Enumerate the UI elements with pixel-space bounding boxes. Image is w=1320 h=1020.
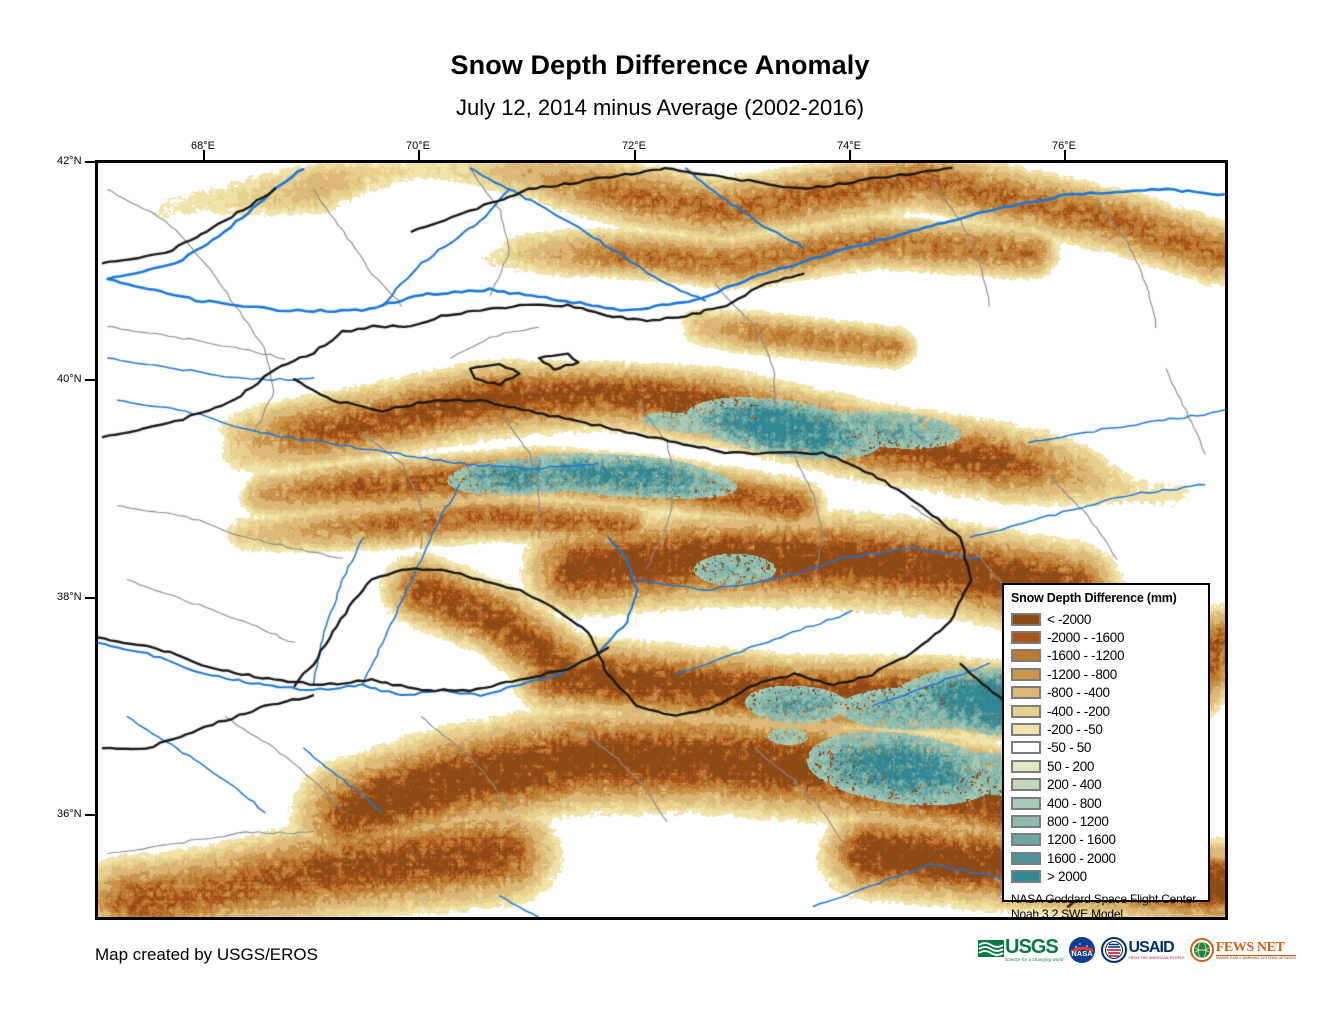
legend-panel: Snow Depth Difference (mm) < -2000 -2000 … bbox=[1002, 583, 1210, 921]
legend-class-list: < -2000 -2000 - -1600 -1600 - -1200 -1200 -… bbox=[1011, 610, 1201, 886]
legend-swatch bbox=[1011, 833, 1041, 847]
legend-label: 400 - 800 bbox=[1047, 795, 1102, 811]
lon-tick-72 bbox=[634, 150, 636, 160]
legend-row: -1200 - -800 bbox=[1011, 665, 1201, 683]
legend-row: -400 - -200 bbox=[1011, 702, 1201, 720]
fews-globe-icon bbox=[1189, 938, 1214, 962]
legend-swatch bbox=[1011, 723, 1041, 737]
legend-swatch bbox=[1011, 796, 1041, 810]
legend-swatch bbox=[1011, 851, 1041, 865]
legend-swatch bbox=[1011, 870, 1041, 884]
legend-label: -400 - -200 bbox=[1047, 703, 1110, 719]
lon-label-76: 76°E bbox=[1052, 140, 1076, 152]
legend-swatch bbox=[1011, 778, 1041, 792]
usgs-tagline: science for a changing world bbox=[1005, 957, 1064, 962]
fews-net-wordmark: FEWS NET bbox=[1215, 940, 1297, 956]
legend-label: 50 - 200 bbox=[1047, 758, 1095, 774]
usaid-seal-icon bbox=[1101, 937, 1128, 963]
fews-net-logo: FEWS NET FAMINE EARLY WARNING SYSTEMS NE… bbox=[1189, 935, 1297, 965]
lat-label-38: 38°N bbox=[57, 591, 82, 603]
legend-note-line-2: Noah 3.2 SWE Model. bbox=[1011, 907, 1126, 922]
legend-label: -800 - -400 bbox=[1047, 685, 1110, 701]
legend-label: -200 - -50 bbox=[1047, 722, 1103, 738]
legend-source-note: NASA Goddard Space Flight Center Noah 3.… bbox=[1011, 892, 1201, 923]
legend-label: -1200 - -800 bbox=[1047, 666, 1117, 682]
legend-swatch bbox=[1011, 667, 1041, 681]
legend-label: -1600 - -1200 bbox=[1047, 648, 1125, 664]
agency-logos: USGS science for a changing world NASA U… bbox=[978, 933, 1297, 967]
legend-swatch bbox=[1011, 704, 1041, 718]
legend-swatch bbox=[1011, 759, 1041, 773]
legend-row: 1200 - 1600 bbox=[1011, 831, 1201, 849]
legend-note-line-1: NASA Goddard Space Flight Center bbox=[1011, 891, 1197, 906]
lat-label-36: 36°N bbox=[57, 808, 82, 820]
legend-swatch bbox=[1011, 612, 1041, 626]
legend-label: 800 - 1200 bbox=[1047, 813, 1109, 829]
legend-row: -50 - 50 bbox=[1011, 739, 1201, 757]
lon-tick-76 bbox=[1064, 150, 1066, 160]
usgs-logo: USGS science for a changing world bbox=[978, 935, 1063, 965]
page-subtitle: July 12, 2014 minus Average (2002-2016) bbox=[455, 95, 865, 120]
legend-row: -2000 - -1600 bbox=[1011, 628, 1201, 646]
legend-label: < -2000 bbox=[1047, 611, 1092, 627]
legend-row: -200 - -50 bbox=[1011, 720, 1201, 738]
lon-tick-68 bbox=[203, 150, 205, 160]
legend-label: -50 - 50 bbox=[1047, 740, 1092, 756]
legend-row: 1600 - 2000 bbox=[1011, 849, 1201, 867]
legend-label: 1200 - 1600 bbox=[1047, 832, 1116, 848]
legend-label: > 2000 bbox=[1047, 869, 1087, 885]
legend-row: 50 - 200 bbox=[1011, 757, 1201, 775]
lat-label-40: 40°N bbox=[57, 373, 82, 385]
svg-text:NASA: NASA bbox=[1072, 949, 1094, 958]
lon-tick-74 bbox=[849, 150, 851, 160]
legend-label: 1600 - 2000 bbox=[1047, 850, 1116, 866]
page-title: Snow Depth Difference Anomaly bbox=[450, 50, 870, 80]
legend-swatch bbox=[1011, 631, 1041, 645]
legend-label: 200 - 400 bbox=[1047, 777, 1102, 793]
legend-label: -2000 - -1600 bbox=[1047, 630, 1125, 646]
lon-label-70: 70°E bbox=[406, 140, 430, 152]
lon-label-74: 74°E bbox=[837, 140, 861, 152]
legend-swatch bbox=[1011, 741, 1041, 755]
usaid-tagline: FROM THE AMERICAN PEOPLE bbox=[1128, 955, 1185, 960]
lon-tick-70 bbox=[418, 150, 420, 160]
usaid-logo: USAID FROM THE AMERICAN PEOPLE bbox=[1101, 935, 1185, 965]
lat-tick-36 bbox=[85, 814, 95, 816]
lat-label-42: 42°N bbox=[57, 155, 82, 167]
usgs-wordmark: USGS bbox=[1005, 936, 1059, 958]
legend-row: 400 - 800 bbox=[1011, 794, 1201, 812]
legend-row: 200 - 400 bbox=[1011, 776, 1201, 794]
fews-net-tagline: FAMINE EARLY WARNING SYSTEMS NETWORK bbox=[1215, 955, 1297, 960]
legend-row: > 2000 bbox=[1011, 867, 1201, 885]
usgs-wave-icon bbox=[978, 940, 1004, 957]
lat-tick-42 bbox=[85, 161, 95, 163]
lon-label-68: 68°E bbox=[191, 140, 215, 152]
legend-row: -800 - -400 bbox=[1011, 684, 1201, 702]
legend-swatch bbox=[1011, 814, 1041, 828]
legend-row: -1600 - -1200 bbox=[1011, 647, 1201, 665]
legend-swatch bbox=[1011, 686, 1041, 700]
usaid-wordmark: USAID bbox=[1128, 939, 1174, 957]
legend-row: < -2000 bbox=[1011, 610, 1201, 628]
legend-row: 800 - 1200 bbox=[1011, 812, 1201, 830]
lon-label-72: 72°E bbox=[622, 140, 646, 152]
map-credit: Map created by USGS/EROS bbox=[95, 945, 318, 964]
legend-title: Snow Depth Difference (mm) bbox=[1011, 591, 1177, 605]
nasa-logo: NASA bbox=[1068, 935, 1096, 965]
nasa-meatball-icon: NASA bbox=[1069, 937, 1096, 963]
lat-tick-38 bbox=[85, 597, 95, 599]
legend-swatch bbox=[1011, 649, 1041, 663]
lat-tick-40 bbox=[85, 379, 95, 381]
